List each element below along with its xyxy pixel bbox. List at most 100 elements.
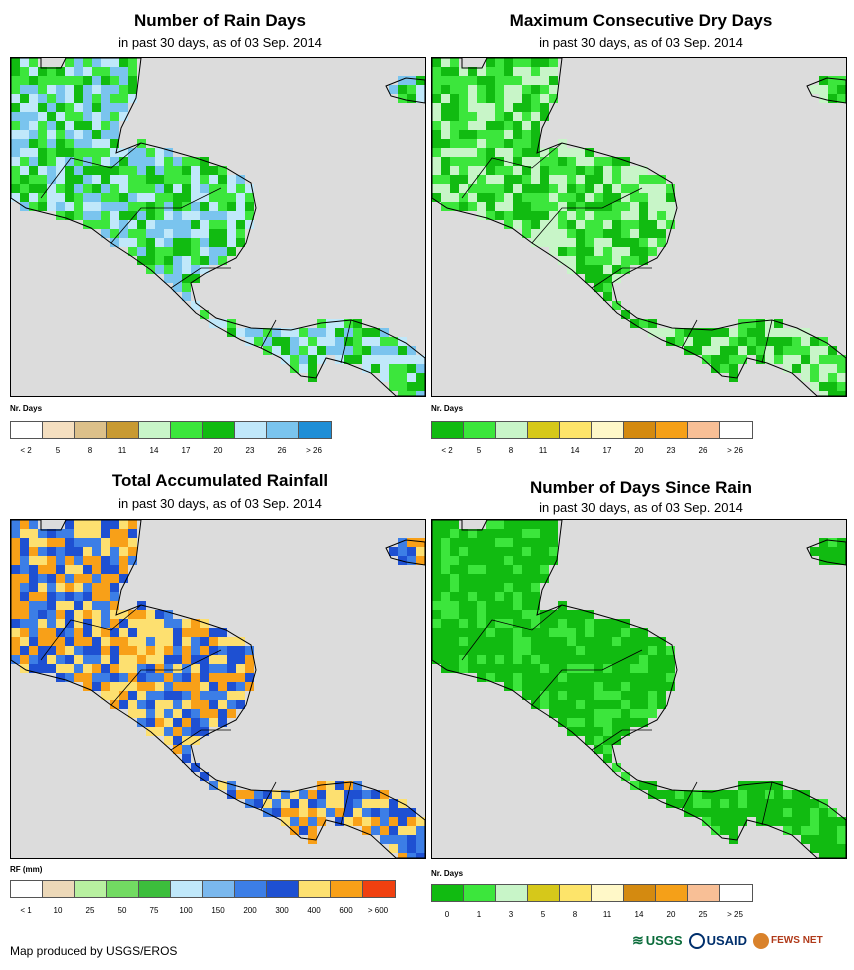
- data-cell: [191, 157, 200, 166]
- data-cell: [612, 736, 621, 745]
- data-cell: [837, 538, 846, 547]
- legend-tick-label: 23: [666, 446, 676, 455]
- data-cell: [549, 628, 558, 637]
- data-cell: [389, 85, 398, 94]
- data-cell: [263, 790, 272, 799]
- data-cell: [398, 85, 407, 94]
- data-cell: [558, 673, 567, 682]
- data-cell: [29, 628, 38, 637]
- data-cell: [621, 157, 630, 166]
- data-cell: [11, 193, 20, 202]
- data-cell: [441, 193, 450, 202]
- data-cell: [612, 628, 621, 637]
- data-cell: [513, 565, 522, 574]
- data-cell: [621, 646, 630, 655]
- data-cell: [47, 166, 56, 175]
- data-cell: [540, 166, 549, 175]
- data-cell: [56, 556, 65, 565]
- data-cell: [281, 799, 290, 808]
- data-cell: [128, 67, 137, 76]
- data-cell: [522, 211, 531, 220]
- data-cell: [432, 520, 441, 529]
- data-cell: [441, 157, 450, 166]
- data-cell: [245, 202, 254, 211]
- data-cell: [128, 646, 137, 655]
- data-cell: [477, 592, 486, 601]
- data-cell: [191, 691, 200, 700]
- data-cell: [513, 583, 522, 592]
- data-cell: [558, 157, 567, 166]
- data-cell: [407, 817, 416, 826]
- data-cell: [639, 175, 648, 184]
- data-cell: [576, 247, 585, 256]
- data-cell: [92, 58, 101, 67]
- data-cell: [200, 664, 209, 673]
- data-cell: [837, 355, 846, 364]
- data-cell: [38, 547, 47, 556]
- data-cell: [83, 103, 92, 112]
- data-cell: [522, 592, 531, 601]
- data-cell: [353, 808, 362, 817]
- data-cell: [137, 610, 146, 619]
- data-cell: [380, 817, 389, 826]
- data-cell: [74, 121, 83, 130]
- data-cell: [657, 211, 666, 220]
- data-cell: [504, 148, 513, 157]
- data-cell: [65, 520, 74, 529]
- data-cell: [585, 691, 594, 700]
- data-cell: [567, 184, 576, 193]
- data-cell: [477, 121, 486, 130]
- data-cell: [576, 166, 585, 175]
- data-cell: [299, 328, 308, 337]
- data-cell: [101, 202, 110, 211]
- data-cell: [477, 175, 486, 184]
- data-cell: [272, 799, 281, 808]
- data-cell: [441, 529, 450, 538]
- data-cell: [522, 520, 531, 529]
- data-cell: [495, 538, 504, 547]
- data-cell: [450, 574, 459, 583]
- data-cell: [576, 193, 585, 202]
- data-cell: [173, 664, 182, 673]
- data-cell: [47, 529, 56, 538]
- data-cell: [792, 355, 801, 364]
- data-cell: [837, 817, 846, 826]
- data-cell: [380, 826, 389, 835]
- data-cell: [11, 175, 20, 184]
- data-cell: [137, 673, 146, 682]
- data-cell: [801, 808, 810, 817]
- data-cell: [486, 184, 495, 193]
- data-cell: [83, 175, 92, 184]
- data-cell: [191, 628, 200, 637]
- data-cell: [119, 184, 128, 193]
- data-cell: [792, 799, 801, 808]
- data-cell: [245, 664, 254, 673]
- data-cell: [495, 121, 504, 130]
- data-cell: [20, 601, 29, 610]
- data-cell: [792, 817, 801, 826]
- data-cell: [783, 790, 792, 799]
- legend-swatch: [235, 422, 267, 438]
- data-cell: [747, 799, 756, 808]
- data-cell: [92, 211, 101, 220]
- data-cell: [810, 826, 819, 835]
- data-cell: [540, 673, 549, 682]
- data-cell: [128, 220, 137, 229]
- data-cell: [92, 556, 101, 565]
- map-canvas: [11, 58, 425, 396]
- data-cell: [407, 346, 416, 355]
- data-cell: [504, 76, 513, 85]
- data-cell: [432, 58, 441, 67]
- data-cell: [92, 112, 101, 121]
- data-cell: [441, 103, 450, 112]
- data-cell: [74, 583, 83, 592]
- data-cell: [191, 763, 200, 772]
- data-cell: [522, 565, 531, 574]
- data-cell: [29, 67, 38, 76]
- data-cell: [603, 709, 612, 718]
- data-cell: [47, 76, 56, 85]
- data-cell: [92, 646, 101, 655]
- data-cell: [585, 619, 594, 628]
- data-cell: [83, 574, 92, 583]
- data-cell: [540, 193, 549, 202]
